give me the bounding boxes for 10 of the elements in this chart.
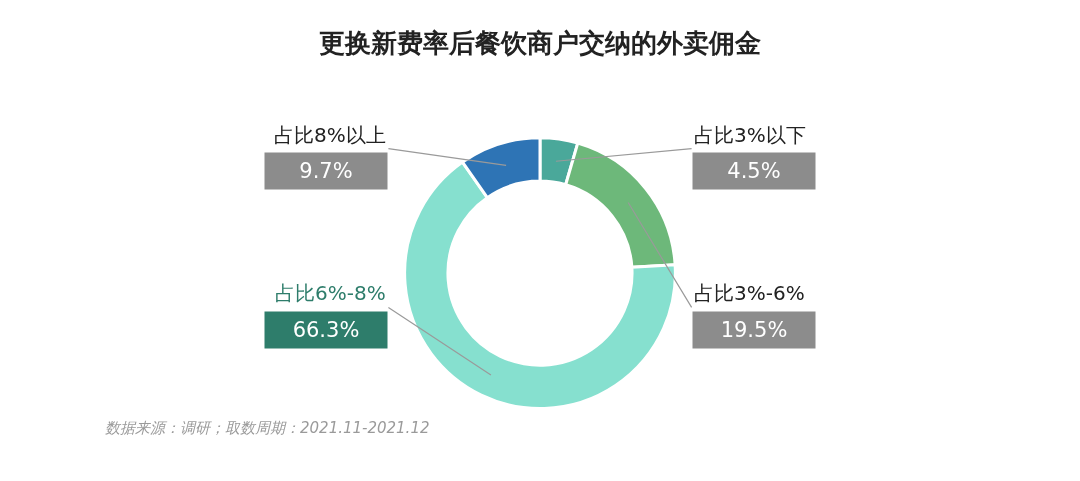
slice-label: 占比8%以上 bbox=[274, 123, 386, 147]
chart-title: 更换新费率后餐饮商户交纳的外卖佣金 bbox=[319, 27, 761, 58]
slice-label: 占比6%-8% bbox=[275, 281, 386, 305]
data-label: 66.3% bbox=[292, 318, 360, 342]
slice-label: 占比3%以下 bbox=[694, 123, 806, 147]
data-label: 19.5% bbox=[720, 318, 788, 342]
data-label: 4.5% bbox=[727, 159, 781, 183]
source-note: 数据来源：调研；取数周期：2021.11-2021.12 bbox=[105, 419, 430, 437]
data-label: 9.7% bbox=[299, 159, 353, 183]
slice-label: 占比3%-6% bbox=[694, 281, 805, 305]
